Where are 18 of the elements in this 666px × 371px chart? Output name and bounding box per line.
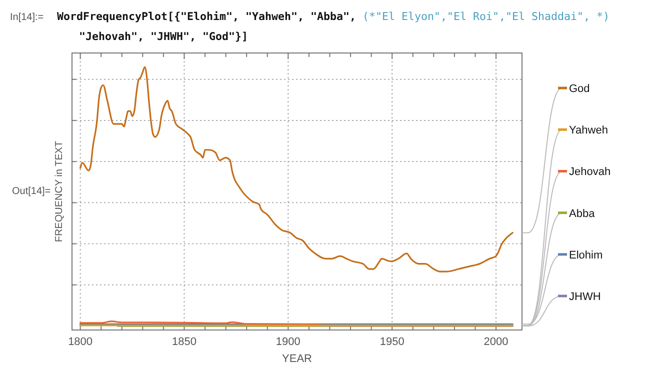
x-tick-label: 1850 (172, 336, 196, 348)
x-axis-title: YEAR (282, 353, 312, 365)
text: Out[14]= (12, 186, 51, 197)
x-tick-label: 2000 (484, 336, 508, 348)
text: In[14]:= (10, 12, 44, 23)
legend-label: Yahweh (569, 124, 608, 137)
legend-label: Abba (569, 208, 596, 220)
legend-label: Jehovah (569, 166, 611, 178)
x-tick-label: 1950 (380, 336, 404, 348)
text: "Jehovah", "JHWH", "God"}] (79, 30, 248, 43)
x-tick-label: 1900 (276, 336, 300, 348)
x-tick-label: 1800 (68, 336, 93, 348)
text: WordFrequencyPlot[{"Elohim", "Yahweh", "Abba", (57, 10, 356, 23)
y-axis-title: FREQUENCY in TEXT (54, 140, 65, 242)
legend-label: JHWH (569, 291, 601, 303)
text: (*"El Elyon","El Roi","El Shaddai", *) (362, 10, 610, 23)
legend-label: God (569, 83, 590, 95)
legend-label: Elohim (569, 249, 603, 262)
